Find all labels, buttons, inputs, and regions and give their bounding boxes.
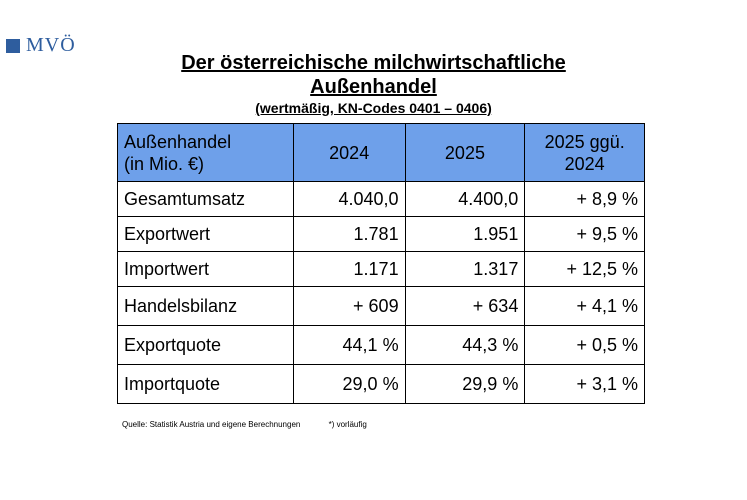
header-label: Außenhandel (in Mio. €) <box>117 123 294 182</box>
table-row: Gesamtumsatz 4.040,0 4.400,0 + 8,9 % <box>117 181 645 217</box>
row-value-2024: + 609 <box>292 286 406 326</box>
logo: MVÖ <box>6 34 76 57</box>
row-change: + 9,5 % <box>524 216 645 252</box>
logo-square-icon <box>6 38 20 53</box>
row-change: + 4,1 % <box>524 286 645 326</box>
footnote: Quelle: Statistik Austria und eigene Ber… <box>122 420 393 429</box>
table-row: Handelsbilanz + 609 + 634 + 4,1 % <box>117 286 645 326</box>
page-subtitle: (wertmäßig, KN-Codes 0401 – 0406) <box>255 100 492 116</box>
row-label: Exportquote <box>117 325 294 365</box>
row-value-2025: 4.400,0 <box>404 181 526 217</box>
row-change: + 0,5 % <box>524 325 645 365</box>
page-title-line2: Außenhandel <box>310 76 437 98</box>
row-value-2024: 44,1 % <box>292 325 406 365</box>
row-value-2025: 1.951 <box>404 216 526 252</box>
row-change: + 12,5 % <box>524 251 645 287</box>
logo-text: MVÖ <box>26 34 76 56</box>
table-row: Exportquote 44,1 % 44,3 % + 0,5 % <box>117 325 645 365</box>
trade-table: Außenhandel (in Mio. €) 2024 2025 2025 g… <box>117 123 645 404</box>
row-value-2024: 1.781 <box>292 216 406 252</box>
page-title: Der österreichische milchwirtschaftliche <box>181 52 566 74</box>
header-label-line1: Außenhandel <box>124 131 232 152</box>
footnote-note: *) vorläufig <box>328 420 367 429</box>
row-label: Importquote <box>117 364 294 404</box>
table-row: Importwert 1.171 1.317 + 12,5 % <box>117 251 645 287</box>
row-label: Exportwert <box>117 216 294 252</box>
row-value-2024: 29,0 % <box>292 364 406 404</box>
row-value-2025: 29,9 % <box>404 364 526 404</box>
row-label: Handelsbilanz <box>117 286 294 326</box>
row-value-2025: + 634 <box>404 286 526 326</box>
table-row: Exportwert 1.781 1.951 + 9,5 % <box>117 216 645 252</box>
row-value-2024: 1.171 <box>292 251 406 287</box>
row-value-2025: 44,3 % <box>404 325 526 365</box>
header-label-line2: (in Mio. €) <box>124 153 205 174</box>
header-2024: 2024 <box>292 123 406 182</box>
header-2025: 2025 <box>404 123 526 182</box>
row-label: Importwert <box>117 251 294 287</box>
table-row: Importquote 29,0 % 29,9 % + 3,1 % <box>117 364 645 404</box>
header-change-line1: 2025 ggü. <box>544 131 625 152</box>
header-change-line2: 2024 <box>564 153 605 174</box>
row-label: Gesamtumsatz <box>117 181 294 217</box>
footnote-source: Quelle: Statistik Austria und eigene Ber… <box>122 420 301 429</box>
row-value-2025: 1.317 <box>404 251 526 287</box>
row-value-2024: 4.040,0 <box>292 181 406 217</box>
table-header-row: Außenhandel (in Mio. €) 2024 2025 2025 g… <box>117 123 645 182</box>
row-change: + 8,9 % <box>524 181 645 217</box>
header-change: 2025 ggü. 2024 <box>524 123 645 182</box>
row-change: + 3,1 % <box>524 364 645 404</box>
